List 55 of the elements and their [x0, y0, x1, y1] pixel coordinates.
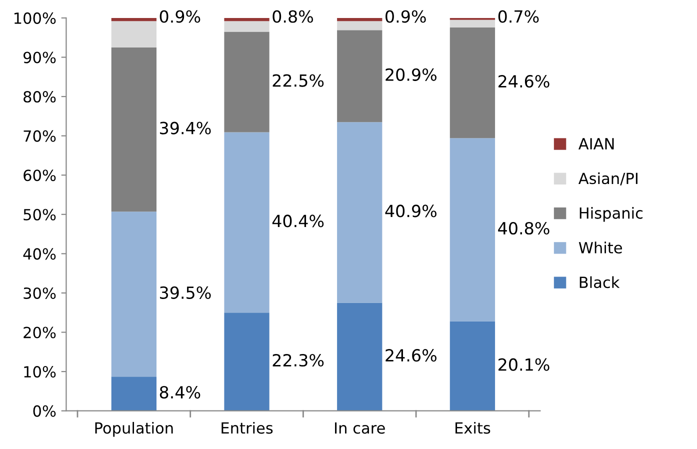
- bar: [111, 212, 156, 377]
- y-tick-label: 100%: [14, 12, 56, 24]
- x-tick-label: Population: [95, 422, 173, 437]
- annotation: 0.9%: [160, 10, 200, 23]
- legend-label: Black: [580, 276, 620, 288]
- bar: [224, 21, 270, 32]
- annotation: 22.3%: [272, 354, 324, 367]
- annotation: 0.7%: [498, 10, 539, 23]
- annotation: 24.6%: [498, 75, 550, 88]
- annotation: 22.5%: [272, 74, 324, 87]
- bar: [111, 21, 156, 48]
- bar: [337, 18, 382, 22]
- annotation: 20.9%: [386, 68, 436, 81]
- bar: [224, 32, 270, 132]
- legend-label: Asian/PI: [578, 172, 638, 186]
- annotation: 40.4%: [272, 214, 324, 228]
- bar: [450, 138, 496, 322]
- x-tick-label: Exits: [456, 422, 490, 434]
- bar: [450, 321, 496, 411]
- annotation: 8.4%: [160, 386, 200, 399]
- annotation: 20.1%: [498, 358, 550, 371]
- legend-label: Hispanic: [580, 207, 642, 222]
- y-tick-label: 70%: [24, 130, 56, 142]
- y-tick-label: 30%: [24, 287, 56, 299]
- annotation: 40.9%: [385, 204, 436, 218]
- annotation: 39.5%: [160, 286, 211, 299]
- y-tick-label: 20%: [24, 326, 56, 338]
- bar: [224, 312, 270, 411]
- annotation: 40.8%: [498, 222, 550, 235]
- bar: [111, 18, 156, 22]
- annotation: 0.9%: [386, 10, 426, 23]
- y-tick-label: 10%: [24, 366, 56, 378]
- annotation: 0.8%: [272, 10, 314, 23]
- y-tick-label: 80%: [24, 91, 56, 103]
- x-tick-label: Entries: [222, 422, 273, 434]
- annotation: 39.4%: [160, 122, 211, 134]
- y-tick-label: 40%: [23, 248, 56, 260]
- y-tick-label: 50%: [24, 208, 56, 220]
- annotation: 24.6%: [386, 349, 436, 362]
- y-tick-label: 0%: [33, 405, 56, 417]
- legend-label: White: [578, 242, 622, 254]
- bar: [337, 302, 382, 411]
- x-tick-label: In care: [335, 422, 385, 434]
- legend-label: AIAN: [578, 138, 614, 150]
- bar: [337, 122, 382, 303]
- bar: [111, 376, 156, 411]
- bar: [224, 132, 270, 313]
- bar: [337, 21, 382, 30]
- bar: [111, 47, 156, 212]
- y-tick-label: 90%: [24, 52, 56, 64]
- bar: [450, 27, 496, 138]
- bar: [450, 20, 496, 28]
- y-tick-label: 60%: [24, 170, 56, 182]
- bar: [337, 30, 382, 122]
- bar: [224, 18, 270, 22]
